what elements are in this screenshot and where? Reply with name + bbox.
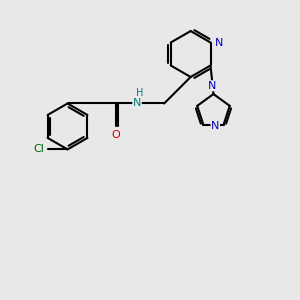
Text: H: H: [136, 88, 144, 98]
Text: N: N: [211, 122, 219, 131]
Text: N: N: [214, 38, 223, 47]
Text: N: N: [133, 98, 141, 109]
Text: O: O: [112, 130, 120, 140]
Text: Cl: Cl: [34, 144, 44, 154]
Text: N: N: [208, 81, 216, 91]
